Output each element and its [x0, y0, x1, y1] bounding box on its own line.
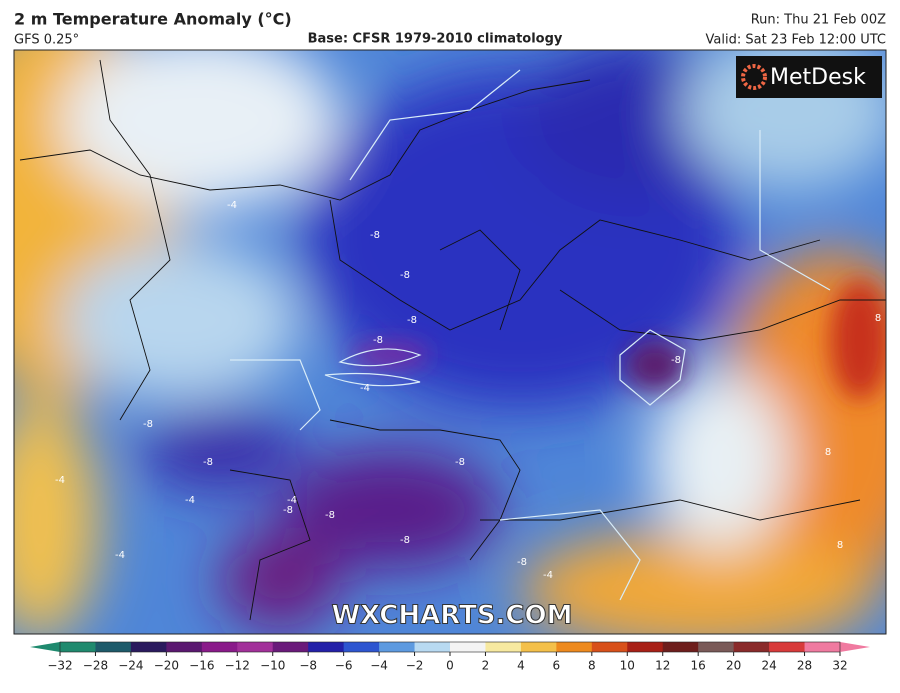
contour-label: -4	[287, 495, 297, 506]
colorbar-label: 10	[620, 659, 635, 673]
contour-label: -4	[55, 475, 65, 486]
colorbar-label: −8	[299, 659, 317, 673]
colorbar-label: −4	[370, 659, 388, 673]
colorbar-label: 28	[797, 659, 812, 673]
colorbar-segment	[769, 642, 806, 652]
colorbar-label: 8	[588, 659, 596, 673]
contour-label: -8	[517, 557, 527, 568]
colorbar-label: 32	[832, 659, 847, 673]
contour-label: 8	[825, 447, 831, 458]
colorbar-label: −2	[406, 659, 424, 673]
colorbar-segment	[272, 642, 309, 652]
colorbar-label: 2	[482, 659, 490, 673]
colorbar-segment	[60, 642, 96, 652]
colorbar-label: −16	[189, 659, 214, 673]
colorbar-segment	[733, 642, 770, 652]
colorbar-segment	[95, 642, 132, 652]
colorbar-label: 20	[726, 659, 741, 673]
contour-label: -8	[400, 270, 410, 281]
colorbar-segment	[662, 642, 699, 652]
colorbar-label: 4	[517, 659, 525, 673]
contour-label: -4	[115, 550, 125, 561]
colorbar-segment	[237, 642, 274, 652]
contour-label: -8	[455, 457, 465, 468]
colorbar-segment	[166, 642, 203, 652]
colorbar-label: 0	[446, 659, 454, 673]
contour-label: 8	[875, 313, 881, 324]
colorbar-label: −6	[335, 659, 353, 673]
contour-label: -4	[360, 383, 370, 394]
valid: Valid: Sat 23 Feb 12:00 UTC	[706, 33, 886, 48]
colorbar-extend-low	[30, 642, 60, 652]
contour-label: -8	[373, 335, 383, 346]
logo-box: MetDesk	[736, 56, 882, 98]
run: Run: Thu 21 Feb 00Z	[751, 13, 886, 28]
colorbar-label: −10	[260, 659, 285, 673]
colorbar-segment	[450, 642, 486, 652]
colorbar-segment	[698, 642, 735, 652]
colorbar-label: −28	[83, 659, 108, 673]
contour-label: -8	[203, 457, 213, 468]
colorbar-segment	[804, 642, 841, 652]
colorbar-segment	[343, 642, 380, 652]
colorbar-segment	[556, 642, 593, 652]
logo: MetDesk	[770, 65, 866, 90]
contour-label: -8	[283, 505, 293, 516]
colorbar-label: −32	[47, 659, 72, 673]
contour-label: -4	[227, 200, 237, 211]
model: GFS 0.25°	[14, 33, 79, 48]
contour-label: -8	[143, 419, 153, 430]
colorbar-segment	[627, 642, 664, 652]
colorbar-segment	[201, 642, 238, 652]
colorbar-label: 6	[553, 659, 561, 673]
colorbar-segment	[379, 642, 416, 652]
colorbar-frame	[59, 641, 841, 653]
colorbar-segment	[308, 642, 345, 652]
colorbar-extend-high	[840, 642, 870, 652]
colorbar-label: −20	[154, 659, 179, 673]
colorbar-label: 12	[655, 659, 670, 673]
contour-label: -8	[325, 510, 335, 521]
contour-label: -8	[370, 230, 380, 241]
colorbar-label: 24	[761, 659, 776, 673]
colorbar-segment	[130, 642, 167, 652]
colorbar-segment	[591, 642, 628, 652]
colorbar-segment	[485, 642, 522, 652]
map-frame	[13, 49, 887, 635]
colorbar-label: −12	[225, 659, 250, 673]
watermark: WXCHARTS.COM	[331, 601, 572, 631]
colorbar-segment	[414, 642, 451, 652]
colorbar-segment	[520, 642, 557, 652]
contour-label: -8	[407, 315, 417, 326]
contour-label: -4	[185, 495, 195, 506]
contour-label: -8	[671, 355, 681, 366]
contour-label: -4	[543, 570, 553, 581]
colorbar-label: −24	[118, 659, 143, 673]
contour-label: -8	[400, 535, 410, 546]
title: 2 m Temperature Anomaly (°C)	[14, 10, 292, 29]
contour-label: 8	[837, 540, 843, 551]
base: Base: CFSR 1979-2010 climatology	[308, 32, 563, 47]
colorbar-label: 16	[691, 659, 706, 673]
